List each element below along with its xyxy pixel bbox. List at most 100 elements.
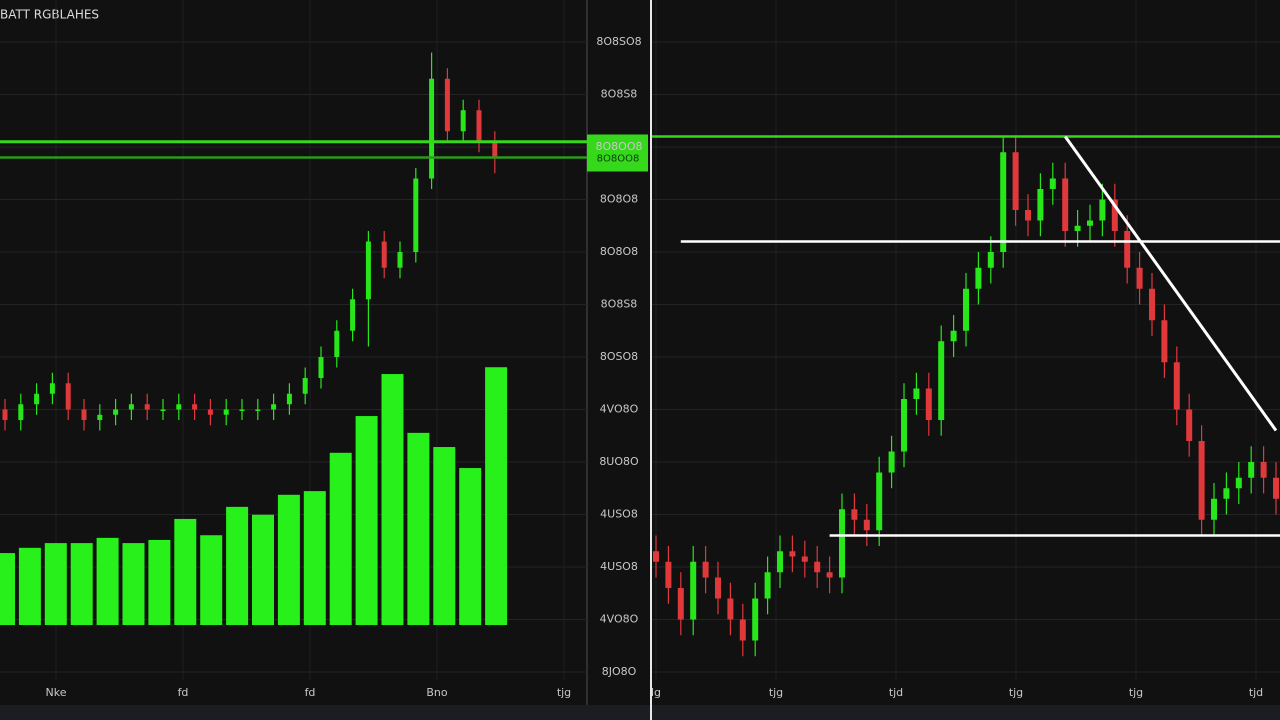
candle-body: [1062, 178, 1069, 231]
candle-body: [1186, 409, 1193, 441]
volume-bar: [252, 514, 274, 625]
candle-body: [1124, 231, 1131, 268]
candle-body: [1248, 462, 1255, 478]
candle-body: [460, 110, 466, 132]
y-tick-label: 8UO8O: [599, 455, 639, 468]
candle-body: [286, 393, 292, 405]
candle-body: [2, 409, 8, 420]
x-tick-label: Nke: [46, 686, 67, 699]
candle-body: [1025, 210, 1031, 221]
x-tick-label: lg: [651, 686, 661, 699]
candle-body: [49, 383, 55, 394]
candle-body: [350, 299, 356, 331]
candle-body: [1049, 178, 1056, 189]
candle-body: [1087, 220, 1093, 226]
y-tick-label: 4VO8O: [600, 403, 639, 416]
y-tick-label: 8O8SO8: [596, 35, 641, 48]
candle-body: [239, 409, 245, 411]
trend-line: [1063, 135, 1278, 432]
plot-area: [653, 136, 1279, 657]
candle-body: [81, 409, 87, 420]
volume-bar: [148, 539, 171, 625]
x-tick-label: tjg: [557, 686, 571, 699]
candle-body: [34, 393, 40, 405]
candle-body: [975, 267, 982, 289]
candle-body: [752, 598, 759, 641]
y-tick-label: 8O8OO8: [596, 140, 643, 153]
candle-body: [690, 561, 697, 620]
candle-body: [1111, 199, 1118, 231]
y-tick-label: 8JO8O: [602, 665, 637, 678]
candle-body: [1223, 488, 1230, 499]
volume-bar: [381, 374, 404, 625]
candle-body: [334, 330, 340, 357]
volume-bar: [485, 367, 508, 625]
volume-bar: [226, 506, 249, 625]
volume-bar: [277, 494, 300, 625]
candle-body: [365, 241, 371, 300]
y-tick-label: 8OSO8: [600, 350, 638, 363]
candle-body: [789, 551, 796, 557]
x-tick-label: tjg: [769, 686, 783, 699]
candle-body: [18, 404, 24, 420]
candle-body: [397, 252, 403, 268]
candle-body: [492, 141, 498, 158]
candle-body: [1099, 199, 1106, 221]
candle-body: [128, 404, 134, 410]
candle-body: [727, 598, 734, 620]
y-tick-label: 8O8O8: [600, 193, 638, 206]
candle-body: [1161, 320, 1168, 363]
candle-body: [97, 414, 103, 420]
candle-body: [715, 577, 721, 599]
candle-body: [851, 509, 858, 520]
price-tag: [587, 134, 648, 172]
candle-body: [160, 409, 166, 411]
candle-body: [176, 404, 182, 410]
candle-body: [677, 588, 684, 620]
y-tick-label: 8O8S8: [601, 298, 638, 311]
candle-body: [271, 404, 277, 410]
volume-bar: [18, 547, 41, 625]
candle-body: [702, 561, 709, 578]
candle-body: [1037, 189, 1044, 221]
candle-body: [381, 241, 387, 268]
candle-body: [901, 399, 907, 452]
candle-body: [444, 78, 450, 132]
x-tick-label: fd: [178, 686, 189, 699]
candle-body: [814, 561, 821, 573]
x-tick-label: tjg: [1129, 686, 1143, 699]
candle-body: [1273, 477, 1279, 499]
volume-bar: [96, 537, 119, 625]
candle-body: [192, 404, 198, 410]
candle-body: [1235, 477, 1242, 489]
candle-body: [938, 341, 945, 420]
candle-body: [413, 178, 419, 252]
y-tick-label: 4USO8: [600, 560, 638, 573]
volume-bar: [407, 432, 430, 625]
candle-body: [888, 451, 895, 473]
candle-body: [207, 409, 213, 415]
x-tick-label: tjg: [1009, 686, 1023, 699]
candle-body: [1136, 267, 1143, 289]
candle-body: [476, 110, 482, 142]
volume-bar: [174, 518, 197, 625]
x-tick-label: tjd: [889, 686, 903, 699]
candle-body: [913, 388, 920, 399]
chart-title: BATT RGBLAHES: [0, 8, 99, 22]
candle-body: [665, 561, 672, 588]
x-tick-label: tjd: [1249, 686, 1263, 699]
bottom-bar: [0, 705, 1280, 720]
candle-body: [764, 572, 771, 599]
volume-bar: [122, 543, 145, 625]
volume-bar: [355, 416, 378, 625]
candle-body: [1260, 462, 1267, 478]
candle-body: [1000, 152, 1007, 252]
volume-bar: [200, 535, 223, 625]
candle-body: [255, 409, 261, 411]
candle-body: [144, 404, 150, 410]
candle-body: [429, 78, 435, 179]
y-tick-label: 4USO8: [600, 508, 638, 521]
candle-body: [302, 378, 308, 394]
candle-body: [1074, 225, 1081, 231]
